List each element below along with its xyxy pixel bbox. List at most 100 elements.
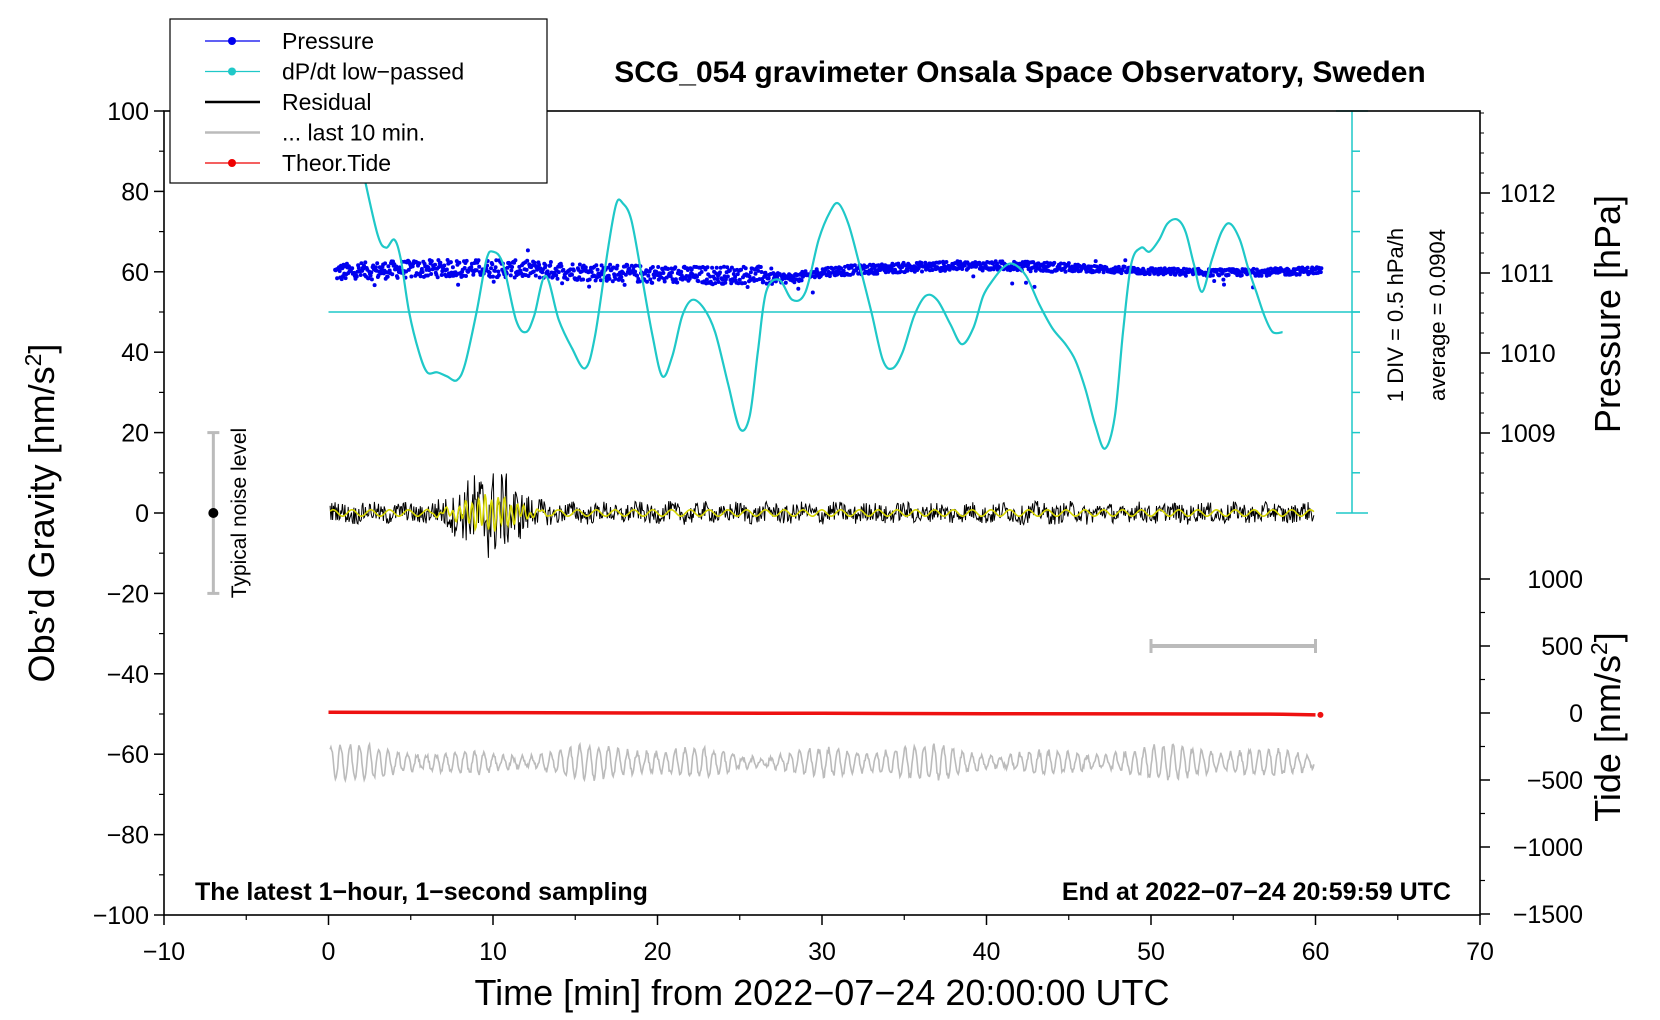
pressure-point (622, 282, 627, 287)
pressure-point (733, 274, 738, 279)
x-tick-label: 40 (973, 938, 1001, 966)
legend-label: Theor.Tide (282, 150, 391, 176)
pressure-point (1058, 261, 1063, 266)
pressure-point (487, 270, 492, 275)
pressure-point (397, 265, 402, 270)
noise-center-dot (208, 508, 219, 518)
pressure-point (899, 269, 903, 274)
pressure-point (783, 280, 788, 285)
pressure-point (1120, 268, 1125, 273)
pressure-point (1028, 269, 1033, 274)
pressure-point (753, 271, 758, 276)
pressure-point (425, 273, 430, 278)
pressure-point (464, 274, 468, 278)
pressure-point (444, 274, 449, 279)
pressure-point (720, 277, 725, 282)
pressure-point (1254, 267, 1259, 272)
y-axis-title-left-sup: 2 (20, 354, 46, 367)
pressure-point (722, 274, 727, 279)
pressure-point (633, 263, 638, 268)
pressure-point (456, 282, 461, 287)
pressure-point (595, 267, 600, 272)
pressure-point (1319, 266, 1324, 271)
pressure-point (435, 275, 440, 280)
pressure-point (444, 267, 449, 272)
pressure-point (1239, 273, 1244, 278)
pressure-point (716, 280, 721, 284)
pressure-point (369, 270, 374, 275)
pressure-point (761, 279, 766, 284)
y-tick-label: 80 (121, 178, 149, 206)
pressure-point (997, 265, 1002, 270)
pressure-point (598, 278, 603, 283)
pressure-point (696, 279, 701, 284)
pressure-point (714, 265, 719, 270)
pressure-point (394, 264, 399, 269)
dpdt-series (328, 179, 1360, 450)
pressure-point (637, 279, 642, 284)
legend-marker (228, 37, 236, 45)
pressure-point (718, 270, 722, 275)
pressure-point (1183, 273, 1188, 278)
pressure-point (531, 269, 536, 274)
pressure-point (496, 273, 501, 278)
pressure-point (1162, 266, 1167, 271)
pressure-point (958, 259, 963, 264)
pressure-point (710, 265, 715, 270)
pressure-point (525, 248, 530, 253)
pressure-point (623, 272, 628, 277)
pressure-point (799, 278, 804, 283)
pressure-point (1119, 271, 1124, 276)
pressure-point (1222, 282, 1226, 287)
pressure-point (509, 268, 514, 273)
pressure-point (739, 267, 744, 272)
pressure-point (476, 258, 481, 263)
pressure-point (930, 268, 935, 272)
pressure-point (699, 270, 704, 274)
pressure-point (439, 273, 444, 277)
pressure-point (570, 262, 575, 267)
pressure-point (1123, 258, 1128, 263)
pressure-point (679, 269, 684, 274)
pressure-point (792, 280, 797, 285)
pressure-point (1063, 269, 1068, 274)
pressure-point (615, 263, 620, 268)
pressure-point (875, 271, 880, 276)
pressure-point (372, 283, 377, 288)
pressure-point (406, 267, 411, 272)
pressure-point (687, 276, 692, 281)
legend: Pressure dP/dt low−passed Residual ... last… (169, 18, 548, 184)
legend-label: Residual (282, 89, 372, 115)
y-axis-title-tide: Tide [nm/s2] (1586, 632, 1628, 822)
pressure-point (627, 266, 632, 271)
x-tick-label: 60 (1302, 938, 1330, 966)
pressure-point (548, 263, 553, 268)
pressure-point (383, 261, 388, 266)
y-tick-label: 60 (121, 259, 149, 287)
y-axis-title-tide-main: Tide [nm/s (1587, 655, 1628, 822)
pressure-point (429, 259, 434, 264)
pressure-point (745, 285, 750, 289)
pressure-point (764, 281, 769, 286)
pressure-point (577, 262, 582, 267)
pressure-point (359, 261, 364, 266)
pressure-point (429, 272, 434, 276)
y-tick-label: 0 (135, 500, 149, 528)
legend-items: Pressure dP/dt low−passed Residual ... last… (205, 28, 464, 176)
pressure-point (736, 281, 741, 286)
pressure-point (650, 280, 655, 285)
pressure-point (661, 271, 666, 275)
pressure-point (339, 277, 344, 282)
pressure-point (671, 280, 676, 284)
pressure-point (1221, 277, 1226, 282)
pressure-point (546, 272, 551, 277)
pressure-point (409, 274, 414, 279)
y-tick-label: 20 (121, 420, 149, 448)
noise-label: Typical noise level (228, 428, 251, 598)
pressure-point (524, 267, 529, 272)
pressure-point (729, 265, 734, 270)
x-tick-label: 50 (1137, 938, 1165, 966)
pressure-point (607, 276, 612, 281)
dpdt-average-label: average = 0.0904 (1425, 229, 1450, 401)
